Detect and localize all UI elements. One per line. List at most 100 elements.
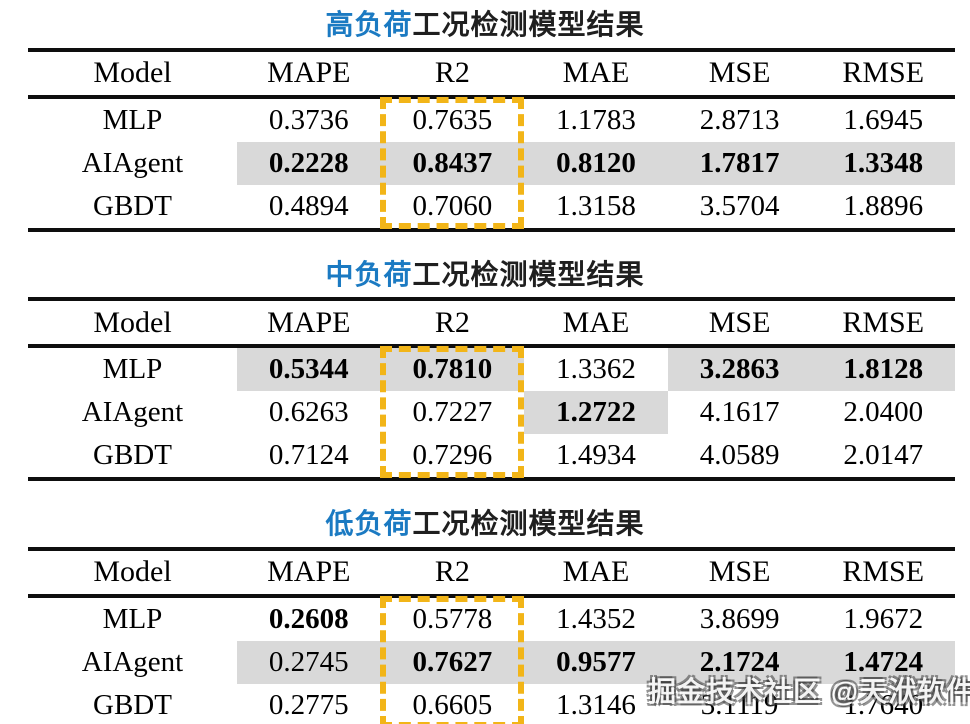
results-table-medium-load: Model MAPE R2 MAE MSE RMSE MLP 0.5344 0.7810 1.3… [28,297,955,482]
column-header: Model [28,49,237,99]
metric-value-cell: 0.2745 [237,640,381,684]
metric-value-cell: 3.2863 [667,346,812,392]
metric-value-cell: 1.4934 [556,439,636,472]
metric-value-cell: 1.3146 [556,688,636,721]
metric-value-cell: 0.7296 [412,439,493,472]
metric-value-cell: 0.8437 [380,141,525,185]
metric-value-cell: 1.8128 [811,346,955,392]
metric-value-cell: 0.5778 [412,602,493,635]
watermark: 掘金技术社区 @天洑软件 [648,676,970,707]
column-header: RMSE [811,49,955,99]
table-title-high-load: 高负荷工况检测模型结果 [0,0,970,42]
metric-value-cell: 3.1119 [700,688,779,721]
column-header: RMSE [811,548,955,598]
metric-value-cell: 0.6605 [412,688,493,721]
table-row: MLP 0.3736 0.7635 1.1783 2.8713 1.6945 [28,97,955,142]
title-rest: 工况检测模型结果 [412,258,645,290]
metric-value-cell: 0.7060 [412,189,493,222]
column-header: MSE [667,548,812,598]
metric-value-cell: 1.4352 [556,602,636,635]
metric-value-cell: 0.7124 [268,439,349,472]
metric-value-cell: 4.0589 [699,439,780,472]
metric-value-cell: 0.8120 [524,141,668,185]
column-header: MAE [524,49,668,99]
title-accent-low-load: 低负荷 [325,508,413,540]
column-header: R2 [380,49,525,99]
column-header: RMSE [811,299,955,349]
metric-value-cell: 3.5704 [699,189,780,222]
table-row: GBDT 0.7124 0.7296 1.4934 4.0589 2.0147 [28,434,955,479]
table-wrap: Model MAPE R2 MAE MSE RMSE MLP 0.5344 0.7810 1.3… [28,297,955,482]
column-header: MSE [667,299,812,349]
model-name-cell: GBDT [93,688,172,721]
table-row: GBDT 0.2775 0.6605 1.3146 3.1119 1.7640 [28,684,955,724]
results-table-high-load: Model MAPE R2 MAE MSE RMSE MLP 0.3736 0.7635 1.1… [28,47,955,232]
column-header: MAE [524,299,668,349]
metric-value-cell: 0.3736 [268,103,349,136]
column-header: MSE [667,49,812,99]
table-title-medium-load: 中负荷工况检测模型结果 [0,250,970,292]
metric-value-cell: 2.0147 [843,439,924,472]
title-accent-medium-load: 中负荷 [325,258,413,290]
metric-value-cell: 1.9672 [843,602,924,635]
column-header: MAPE [237,49,381,99]
header-row: Model MAPE R2 MAE MSE RMSE [28,299,955,349]
metric-value-cell: 0.6263 [268,396,349,429]
column-header: Model [28,299,237,349]
metric-value-cell: 2.0400 [843,396,924,429]
table-title-low-load: 低负荷工况检测模型结果 [0,499,970,541]
metric-value-cell: 1.7640 [843,688,924,721]
metric-value-cell: 0.9577 [524,640,668,684]
column-header: MAPE [237,548,381,598]
metric-value-cell: 1.2722 [524,391,668,435]
column-header: R2 [380,299,525,349]
model-name-cell: GBDT [93,439,172,472]
title-rest: 工况检测模型结果 [412,508,645,540]
metric-value-cell: 1.4724 [811,640,955,684]
metric-value-cell: 0.7810 [380,346,525,392]
metric-value-cell: 0.7227 [412,396,493,429]
table-section-high-load: 高负荷工况检测模型结果 Model MAPE R2 MAE MSE RMSE MLP 0.3… [0,0,970,232]
metric-value-cell: 4.1617 [699,396,780,429]
metric-value-cell: 1.8896 [843,189,924,222]
results-table-low-load: Model MAPE R2 MAE MSE RMSE MLP 0.2608 0.5778 1.4… [28,546,955,724]
metric-value-cell: 1.6945 [843,103,924,136]
column-header: R2 [380,548,525,598]
metric-value-cell: 1.1783 [556,103,636,136]
model-name-cell: MLP [102,353,163,386]
model-name-cell: GBDT [93,189,172,222]
table-section-low-load: 低负荷工况检测模型结果 Model MAPE R2 MAE MSE RMSE MLP 0.2… [0,499,970,724]
metric-value-cell: 0.2608 [268,602,349,635]
table-row: AIAgent 0.2228 0.8437 0.8120 1.7817 1.3348 [28,141,955,185]
metric-value-cell: 1.7817 [667,141,812,185]
table-row: AIAgent 0.2745 0.7627 0.9577 2.1724 1.4724 [28,640,955,684]
model-name-cell: MLP [102,103,163,136]
table-section-medium-load: 中负荷工况检测模型结果 Model MAPE R2 MAE MSE RMSE MLP 0.5… [0,250,970,482]
metric-value-cell: 0.2228 [237,141,381,185]
column-header: MAPE [237,299,381,349]
column-header: Model [28,548,237,598]
model-name-cell: AIAgent [81,396,184,429]
table-wrap: Model MAPE R2 MAE MSE RMSE MLP 0.2608 0.5778 1.4… [28,546,955,724]
title-rest: 工况检测模型结果 [412,9,645,40]
model-name-cell: AIAgent [81,146,184,179]
table-wrap: Model MAPE R2 MAE MSE RMSE MLP 0.3736 0.7635 1.1… [28,47,955,232]
metric-value-cell: 0.4894 [268,189,349,222]
title-accent-high-load: 高负荷 [325,9,413,40]
table-row: AIAgent 0.6263 0.7227 1.2722 4.1617 2.0400 [28,391,955,435]
metric-value-cell: 1.3348 [811,141,955,185]
table-row: GBDT 0.4894 0.7060 1.3158 3.5704 1.8896 [28,185,955,230]
model-name-cell: MLP [102,602,163,635]
metric-value-cell: 0.7635 [412,103,493,136]
metric-value-cell: 0.7627 [380,640,525,684]
table-row: MLP 0.5344 0.7810 1.3362 3.2863 1.8128 [28,346,955,392]
metric-value-cell: 1.3362 [556,353,636,386]
header-row: Model MAPE R2 MAE MSE RMSE [28,548,955,598]
metric-value-cell: 2.8713 [699,103,780,136]
table-row: MLP 0.2608 0.5778 1.4352 3.8699 1.9672 [28,596,955,641]
metric-value-cell: 1.3158 [556,189,636,222]
metric-value-cell: 2.1724 [667,640,812,684]
column-header: MAE [524,548,668,598]
model-name-cell: AIAgent [81,645,184,678]
